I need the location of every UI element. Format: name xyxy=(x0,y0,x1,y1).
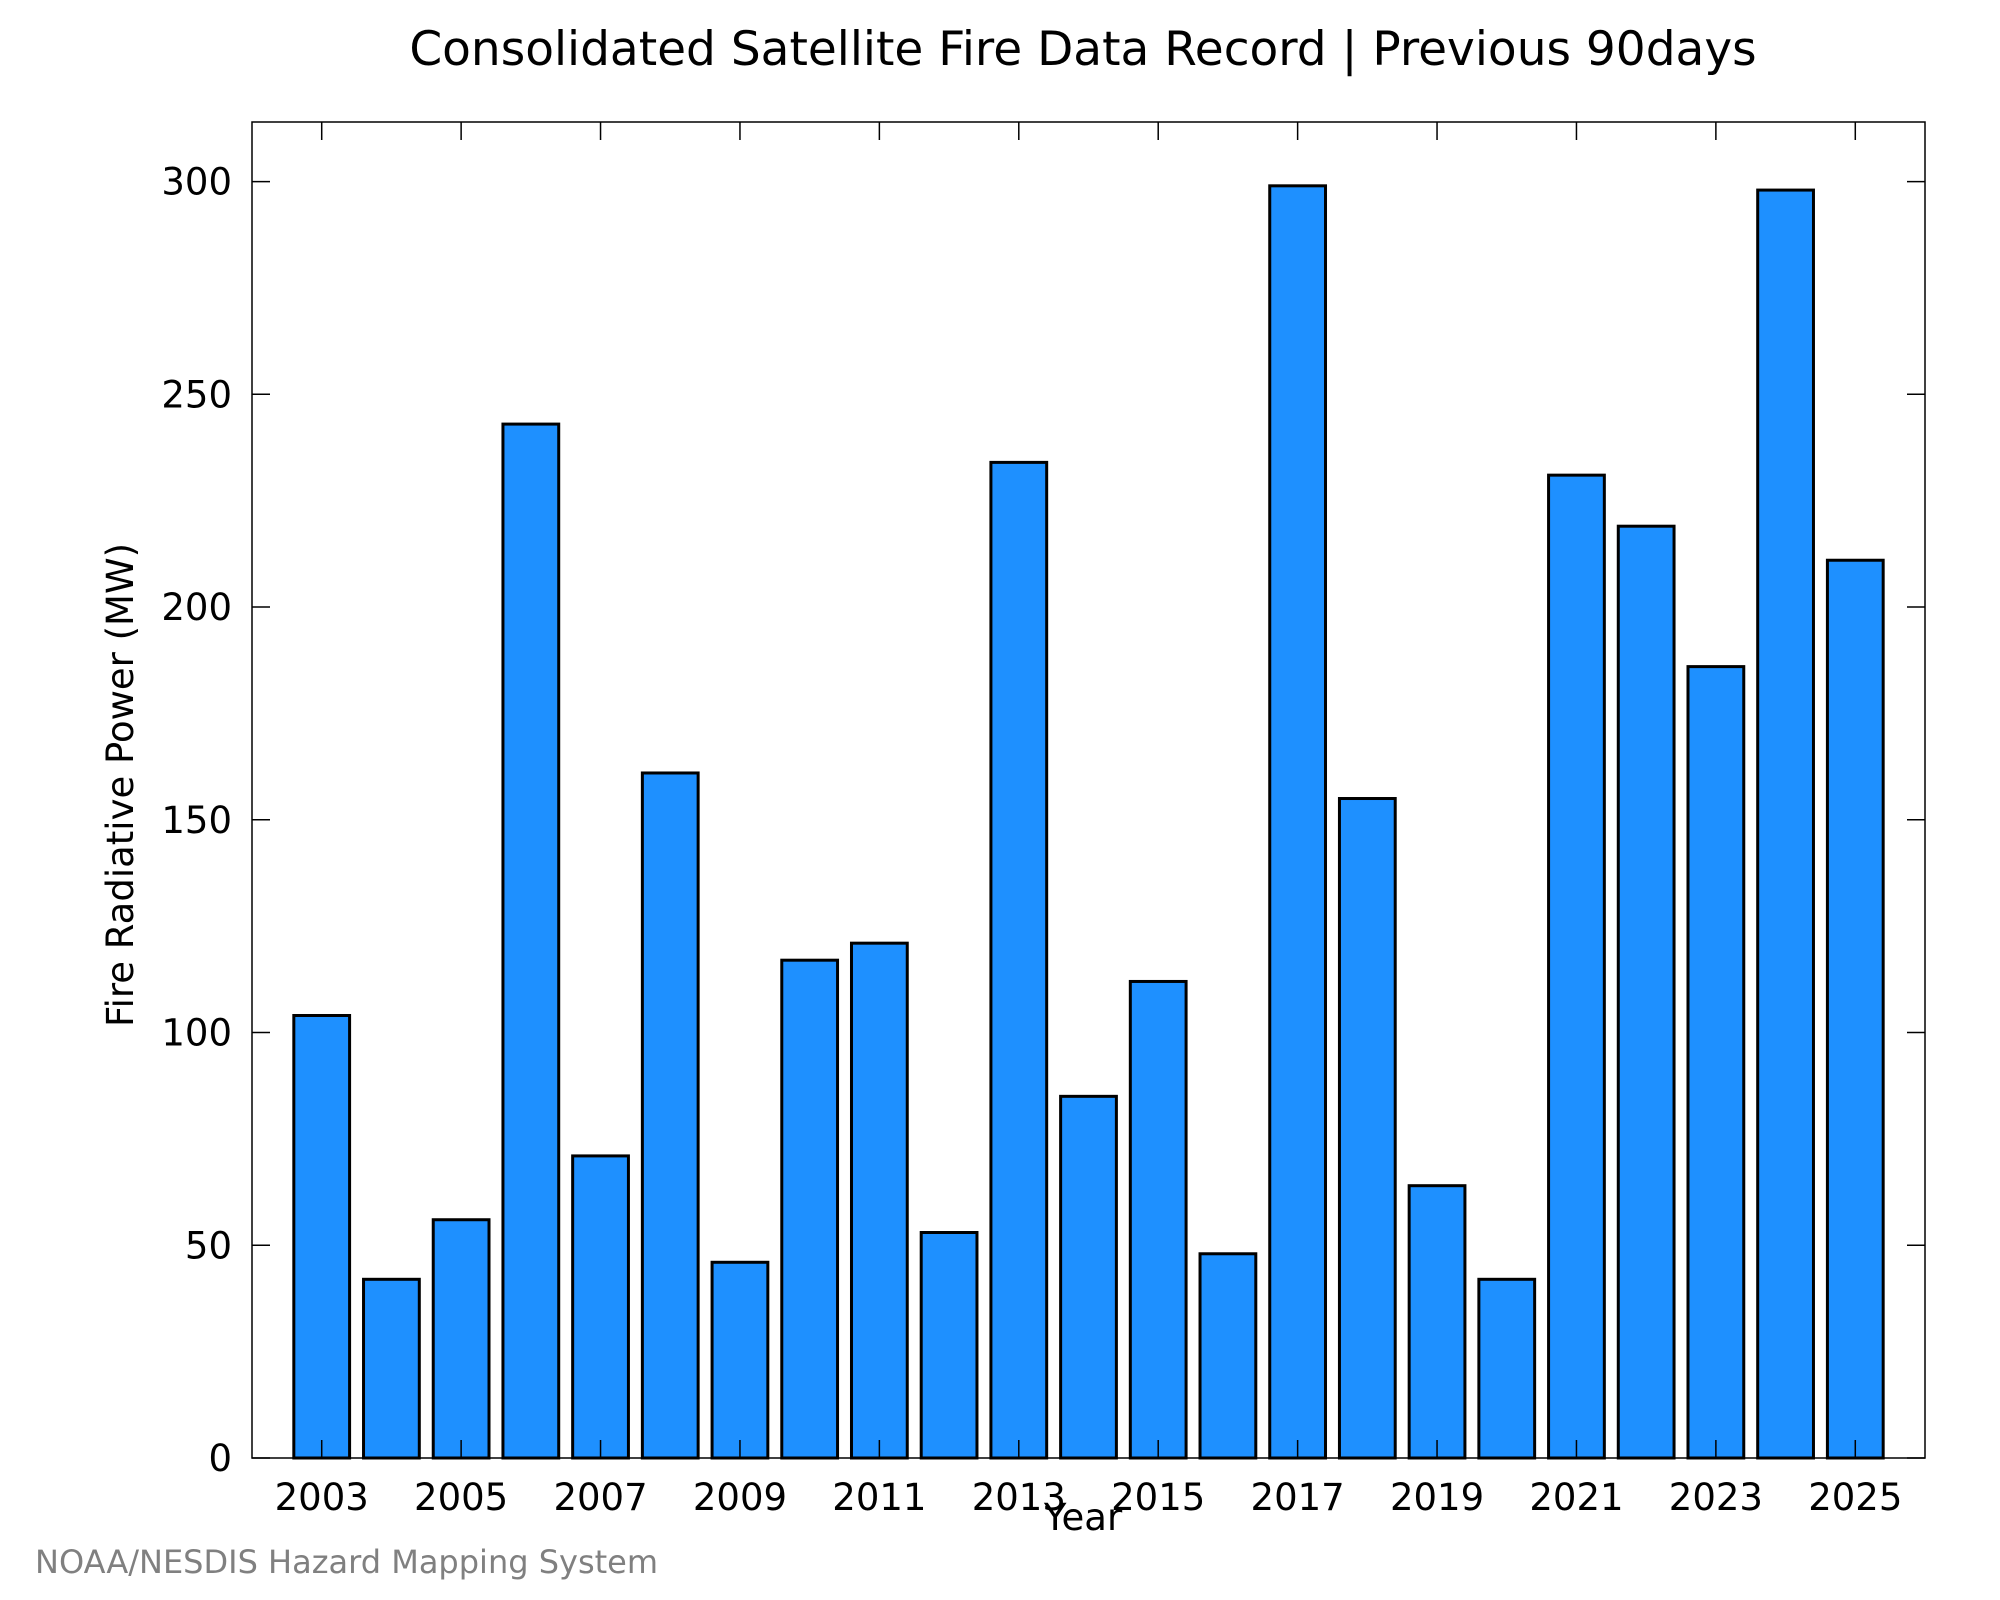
bar-2006 xyxy=(501,422,561,1460)
bar-2003 xyxy=(292,1014,352,1460)
x-tick-label-2017: 2017 xyxy=(1251,1476,1345,1519)
bar-2021 xyxy=(1547,473,1606,1460)
source-credit: NOAA/NESDIS Hazard Mapping System xyxy=(35,1543,658,1581)
plot-area: 0 50 100 150 200 250 300 2003 2005 2007 2009 2011 20… xyxy=(161,121,1926,1519)
y-tick-label-100: 100 xyxy=(161,1012,232,1055)
bar-2022 xyxy=(1616,524,1676,1460)
bar-2017 xyxy=(1268,184,1328,1460)
x-tick-label-2005: 2005 xyxy=(414,1476,508,1519)
x-tick-label-2007: 2007 xyxy=(553,1476,647,1519)
y-tick-label-0: 0 xyxy=(208,1437,232,1480)
bar-2020 xyxy=(1477,1277,1537,1460)
x-tick-label-2025: 2025 xyxy=(1808,1476,1902,1519)
bar-2013 xyxy=(989,460,1049,1460)
bar-2023 xyxy=(1686,665,1746,1460)
x-axis-label: Year xyxy=(1043,1496,1123,1539)
x-tick-label-2021: 2021 xyxy=(1529,1476,1623,1519)
bar-2018 xyxy=(1337,797,1397,1460)
bar-2019 xyxy=(1407,1184,1467,1460)
bar-2015 xyxy=(1128,979,1188,1460)
bar-2025 xyxy=(1825,558,1885,1460)
y-tick-label-50: 50 xyxy=(185,1224,232,1267)
y-tick-label-250: 250 xyxy=(161,373,232,416)
y-axis-label: Fire Radiative Power (MW) xyxy=(99,543,142,1027)
bar-2009 xyxy=(710,1260,770,1460)
chart-title: Consolidated Satellite Fire Data Record … xyxy=(409,22,1756,77)
x-tick-label-2019: 2019 xyxy=(1390,1476,1484,1519)
bar-2011 xyxy=(849,941,909,1460)
bar-2004 xyxy=(362,1277,421,1460)
plot-frame xyxy=(251,121,1926,1459)
y-tick-label-200: 200 xyxy=(161,586,232,629)
x-tick-label-2023: 2023 xyxy=(1669,1476,1763,1519)
x-tick-label-2011: 2011 xyxy=(832,1476,926,1519)
bar-2007 xyxy=(571,1154,630,1460)
x-tick-label-2013: 2013 xyxy=(972,1476,1066,1519)
x-tick-label-2009: 2009 xyxy=(693,1476,787,1519)
bar-2008 xyxy=(640,771,700,1460)
bar-2010 xyxy=(780,958,840,1460)
x-tick-label-2003: 2003 xyxy=(275,1476,369,1519)
bar-2024 xyxy=(1756,188,1815,1460)
bar-2012 xyxy=(919,1231,979,1460)
x-tick-label-2015: 2015 xyxy=(1111,1476,1205,1519)
bar-2005 xyxy=(431,1218,491,1460)
bar-2014 xyxy=(1059,1094,1118,1460)
y-tick-label-150: 150 xyxy=(161,799,232,842)
bar-2016 xyxy=(1198,1252,1258,1460)
y-tick-label-300: 300 xyxy=(161,161,232,204)
